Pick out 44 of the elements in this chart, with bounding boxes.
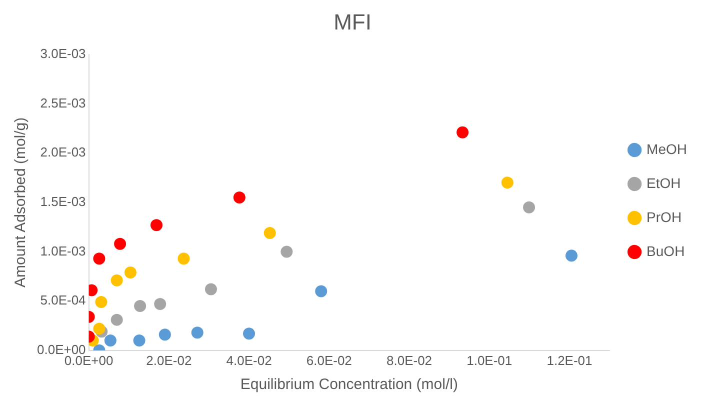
x-tick-label: 6.0E-02 <box>306 352 352 368</box>
point <box>233 191 246 204</box>
point <box>150 219 162 232</box>
point <box>93 252 106 265</box>
x-axis-title: Equilibrium Concentration (mol/l) <box>240 376 458 394</box>
y-tick-label: 5.0E-04 <box>40 292 86 308</box>
legend-label: EtOH <box>646 174 681 191</box>
point <box>110 314 123 326</box>
y-tick-label: 1.5E-03 <box>40 194 86 209</box>
legend-label: BuOH <box>646 242 685 259</box>
y-axis-title: Amount Adsorbed (mol/g) <box>12 117 30 288</box>
legend-label: PrOH <box>646 208 682 225</box>
point <box>93 322 106 335</box>
point <box>104 334 116 347</box>
point <box>133 334 146 347</box>
point <box>134 300 146 312</box>
point <box>456 126 469 138</box>
point <box>114 238 126 250</box>
x-tick-label: 8.0E-02 <box>386 352 432 368</box>
point <box>501 176 514 189</box>
point <box>124 266 136 278</box>
point <box>204 283 217 296</box>
point <box>565 250 578 262</box>
y-tick-label: 2.0E-03 <box>40 144 86 160</box>
point <box>154 298 166 310</box>
legend-label: MeOH <box>646 140 688 157</box>
point <box>178 252 190 265</box>
y-tick-label: 2.5E-03 <box>40 95 86 110</box>
x-tick-label: 4.0E-02 <box>226 352 272 368</box>
point <box>315 285 328 298</box>
point <box>191 326 204 339</box>
point <box>95 296 108 308</box>
point <box>280 246 293 258</box>
y-tick-label: 3.0E-03 <box>40 46 86 61</box>
point <box>523 201 536 214</box>
x-tick-label: 1.2E-01 <box>546 352 592 368</box>
point <box>243 328 256 340</box>
x-tick-label: 2.0E-02 <box>146 352 192 368</box>
point <box>110 274 123 286</box>
x-tick-label: 1.0E-01 <box>466 352 512 368</box>
y-tick-label: 1.0E-03 <box>40 243 86 258</box>
chart-title: MFI <box>334 9 372 34</box>
point <box>264 226 276 239</box>
point <box>158 328 171 341</box>
